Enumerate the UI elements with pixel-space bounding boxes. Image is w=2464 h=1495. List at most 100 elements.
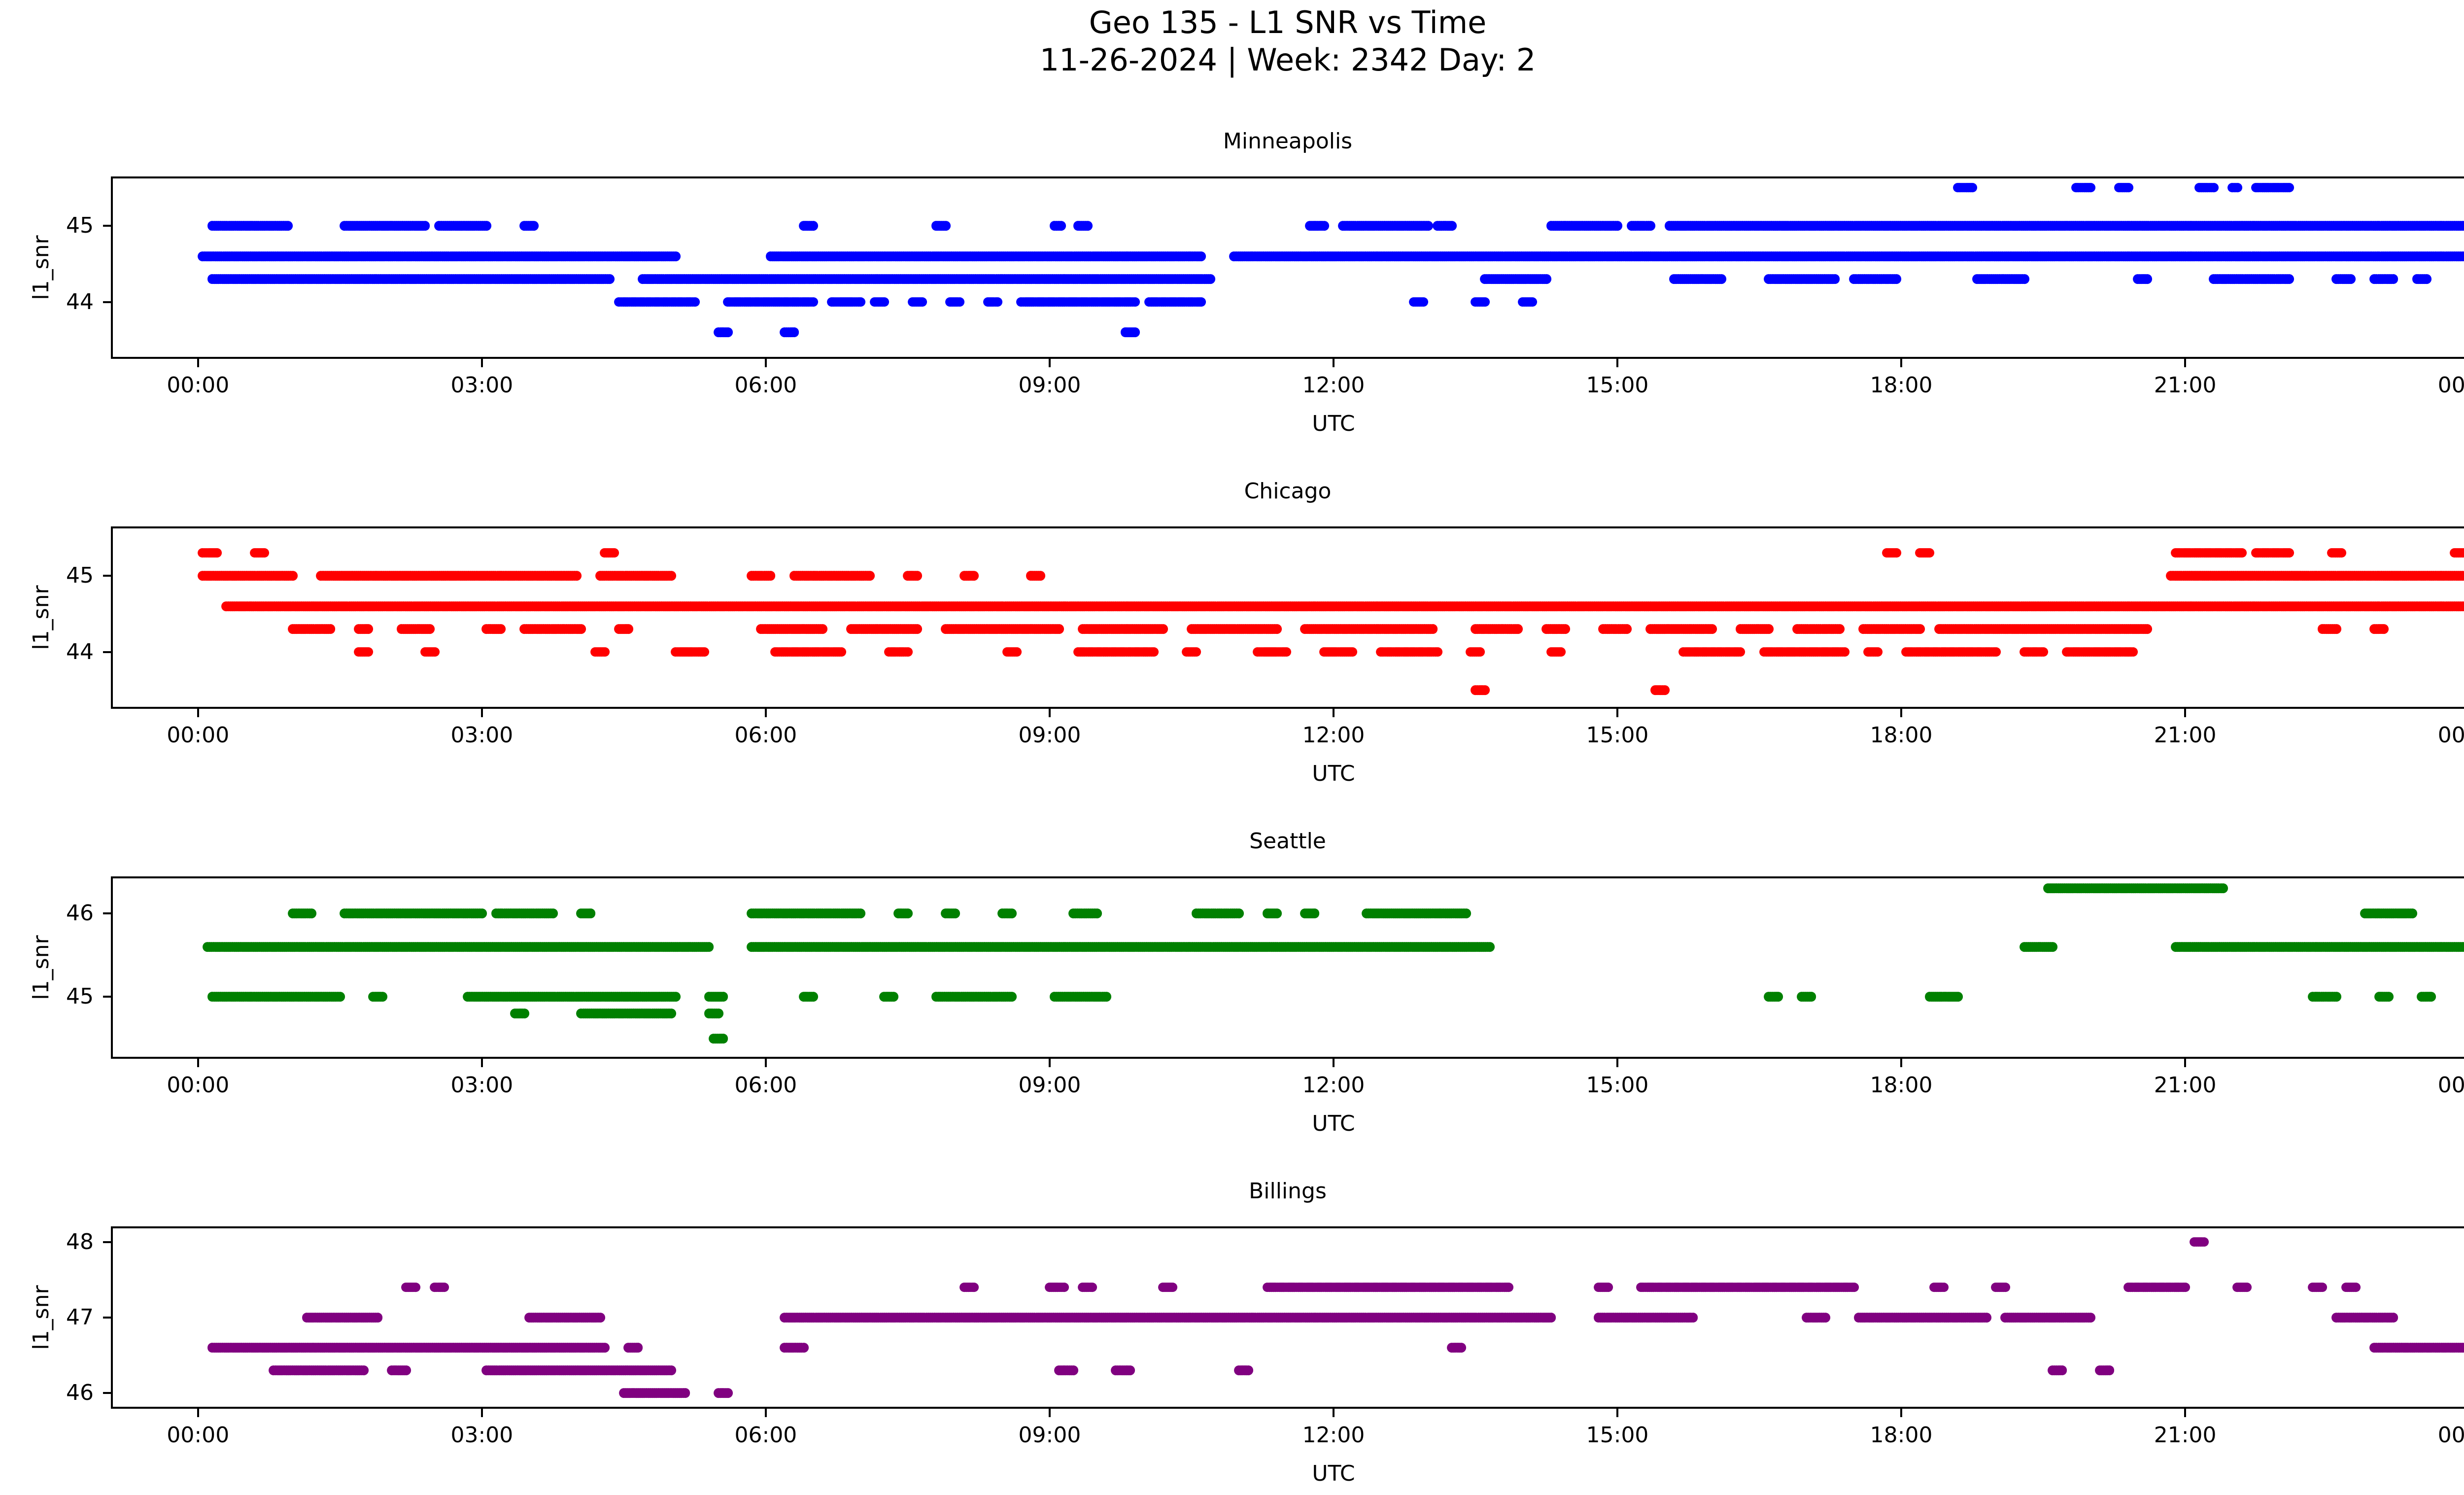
data-point xyxy=(363,624,374,634)
data-point xyxy=(425,624,435,634)
data-point xyxy=(912,571,923,581)
data-point xyxy=(571,571,582,581)
xtick-mark-minneapolis-2 xyxy=(764,359,767,367)
data-point xyxy=(325,624,336,634)
data-point xyxy=(1418,297,1429,307)
data-point xyxy=(1129,327,1140,338)
data-point xyxy=(789,327,799,338)
data-point xyxy=(671,251,681,261)
data-point xyxy=(2336,548,2346,558)
data-point xyxy=(623,624,634,634)
plot-area-chicago xyxy=(113,528,2464,707)
xtick-mark-minneapolis-5 xyxy=(1616,359,1619,367)
data-point xyxy=(2232,182,2242,193)
data-point xyxy=(1035,571,1045,581)
data-point xyxy=(2388,274,2398,284)
data-point xyxy=(2237,548,2247,558)
xtick-label-minneapolis-1: 03:00 xyxy=(450,373,513,398)
data-point xyxy=(363,647,374,657)
data-point xyxy=(836,647,847,657)
data-point xyxy=(1205,274,1216,284)
data-point xyxy=(2331,624,2342,634)
xtick-label-minneapolis-6: 18:00 xyxy=(1870,373,1933,398)
xtick-mark-minneapolis-7 xyxy=(2184,359,2187,367)
data-point xyxy=(287,571,298,581)
data-point xyxy=(1347,647,1358,657)
data-point xyxy=(865,571,875,581)
data-point xyxy=(1480,297,1490,307)
figure-title-line-2: 11-26-2024 | Week: 2342 Day: 2 xyxy=(1039,41,1536,78)
xtick-mark-minneapolis-3 xyxy=(1048,359,1051,367)
xtick-label-minneapolis-8: 00:00 xyxy=(2437,373,2464,398)
yaxis-label-minneapolis: l1_snr xyxy=(29,235,54,300)
xtick-mark-minneapolis-6 xyxy=(1900,359,1903,367)
data-point xyxy=(2346,274,2356,284)
figure-title-line-1: Geo 135 - L1 SNR vs Time xyxy=(1089,4,1487,40)
data-point xyxy=(2142,274,2153,284)
data-point xyxy=(1196,251,1206,261)
data-point xyxy=(600,647,610,657)
data-point xyxy=(529,221,539,231)
xtick-mark-minneapolis-0 xyxy=(197,359,199,367)
data-point xyxy=(1612,221,1622,231)
xtick-label-minneapolis-7: 21:00 xyxy=(2154,373,2217,398)
data-point xyxy=(912,624,923,634)
data-point xyxy=(1447,221,1457,231)
data-point xyxy=(1835,624,1845,634)
ytick-label-minneapolis-1: 45 xyxy=(66,212,94,238)
data-point xyxy=(2123,182,2133,193)
data-point xyxy=(808,221,818,231)
data-point xyxy=(1891,274,1902,284)
xtick-mark-minneapolis-4 xyxy=(1333,359,1335,367)
data-point xyxy=(818,624,828,634)
data-point xyxy=(605,274,615,284)
data-point xyxy=(1924,548,1935,558)
data-point xyxy=(2284,182,2294,193)
data-point xyxy=(2086,182,2096,193)
data-point xyxy=(1191,647,1201,657)
data-point xyxy=(1716,274,1727,284)
ytick-mark-minneapolis-1 xyxy=(103,224,111,227)
data-point xyxy=(940,221,951,231)
data-point xyxy=(699,647,709,657)
xtick-label-minneapolis-5: 15:00 xyxy=(1586,373,1649,398)
data-point xyxy=(496,624,506,634)
data-point xyxy=(955,297,965,307)
data-point xyxy=(1915,624,1925,634)
data-point xyxy=(1319,221,1329,231)
data-point xyxy=(420,221,430,231)
data-point xyxy=(1149,647,1159,657)
xtick-label-minneapolis-0: 00:00 xyxy=(167,373,230,398)
data-point xyxy=(1271,624,1282,634)
data-point xyxy=(903,647,913,657)
data-point xyxy=(879,297,889,307)
data-point xyxy=(2019,274,2029,284)
data-point xyxy=(1830,274,1840,284)
xtick-label-minneapolis-2: 06:00 xyxy=(734,373,797,398)
plot-area-minneapolis xyxy=(113,178,2464,357)
data-point xyxy=(2142,624,2153,634)
data-point xyxy=(576,624,586,634)
data-point xyxy=(1622,624,1632,634)
xtick-mark-minneapolis-1 xyxy=(480,359,483,367)
data-point xyxy=(1423,221,1433,231)
subplot-title-minneapolis: Minneapolis xyxy=(1223,129,1353,154)
data-point xyxy=(1428,624,1438,634)
data-point xyxy=(666,571,676,581)
data-point xyxy=(609,548,619,558)
data-point xyxy=(1560,624,1571,634)
data-point xyxy=(1764,624,1774,634)
data-point xyxy=(1707,624,1717,634)
plot-axes-minneapolis xyxy=(111,176,2464,359)
data-point xyxy=(212,548,222,558)
data-point xyxy=(481,221,492,231)
data-point xyxy=(917,297,927,307)
data-point xyxy=(1158,624,1168,634)
data-point xyxy=(1054,624,1064,634)
data-point xyxy=(1541,274,1551,284)
data-point xyxy=(2284,274,2294,284)
data-point xyxy=(765,571,776,581)
data-point xyxy=(1433,647,1443,657)
data-point xyxy=(1082,221,1093,231)
